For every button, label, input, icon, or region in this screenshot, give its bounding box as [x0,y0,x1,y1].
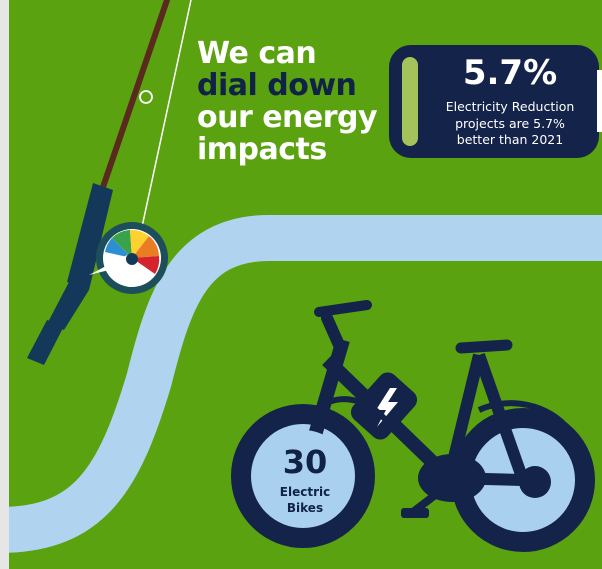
headline-line-1: We can [197,36,317,71]
stat-desc-line-3: better than 2021 [456,132,564,147]
illustration-layer [9,0,602,553]
fishing-rod-icon [27,0,192,365]
bike-label: Electric Bikes [255,484,355,516]
stat-desc-line-2: projects are 5.7% [455,115,565,131]
bike-count: 30 [282,443,328,481]
stat-card: 5.7% Electricity Reduction projects are … [389,45,599,158]
electric-bike-icon [231,300,595,552]
headline: We can dial down our energy impacts [197,38,387,166]
bike-label-line-2: Bikes [286,501,324,515]
bike-label-line-1: Electric [279,485,331,499]
winding-road [9,215,602,553]
infographic-panel: We can dial down our energy impacts 5.7%… [9,0,602,569]
headline-line-2: dial down [197,68,357,103]
stat-value: 5.7% [462,53,558,93]
stat-accent-bar [402,57,418,146]
headline-line-4: impacts [197,132,327,167]
energy-dial-icon [89,222,168,294]
card-edge-notch [597,70,602,132]
stat-description: Electricity Reduction projects are 5.7% … [427,99,593,149]
stat-desc-line-1: Electricity Reduction [445,99,575,114]
headline-line-3: our energy [197,100,378,135]
